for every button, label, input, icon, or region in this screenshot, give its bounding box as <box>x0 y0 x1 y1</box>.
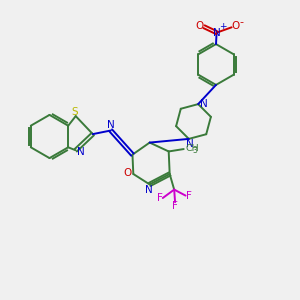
Text: N: N <box>107 120 115 130</box>
Text: N: N <box>213 28 220 38</box>
Text: O: O <box>124 168 132 178</box>
Text: N: N <box>77 147 85 157</box>
Text: 3: 3 <box>193 146 198 155</box>
Text: +: + <box>220 22 227 31</box>
Text: N: N <box>200 98 207 109</box>
Text: S: S <box>72 107 78 117</box>
Text: O: O <box>196 20 204 31</box>
Text: F: F <box>157 193 163 203</box>
Text: -: - <box>239 17 243 27</box>
Text: F: F <box>186 191 192 201</box>
Text: CH: CH <box>185 144 199 153</box>
Text: F: F <box>172 201 178 211</box>
Text: N: N <box>145 184 153 194</box>
Text: N: N <box>186 139 193 149</box>
Text: O: O <box>232 21 240 31</box>
